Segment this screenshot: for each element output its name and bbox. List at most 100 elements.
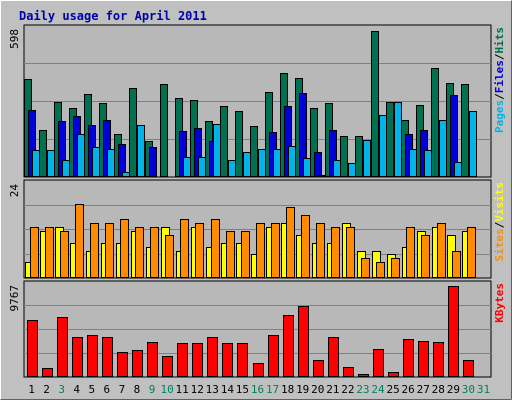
bar-sites-10 — [165, 235, 174, 278]
x-tick-label-29: 29 — [447, 383, 460, 396]
bar-sites-5 — [90, 223, 99, 278]
bar-sites-19 — [301, 215, 310, 278]
bar-kbytes-11 — [177, 343, 188, 377]
bar-sites-6 — [105, 223, 114, 278]
bar-pages-6 — [107, 149, 115, 177]
legend-label-3: / — [493, 53, 506, 60]
bar-kbytes-1 — [27, 320, 38, 377]
x-tick-label-31: 31 — [477, 383, 490, 396]
x-tick-label-13: 13 — [206, 383, 219, 396]
bar-sites-11 — [180, 219, 189, 278]
bar-sites-26 — [406, 227, 415, 278]
bar-kbytes-27 — [418, 341, 429, 377]
x-tick-label-4: 4 — [73, 383, 80, 396]
bar-kbytes-25 — [388, 372, 399, 377]
x-tick-label-20: 20 — [311, 383, 324, 396]
legend-label-2: Visits — [493, 182, 506, 222]
bar-pages-18 — [288, 146, 296, 177]
bar-hits-22 — [340, 136, 348, 177]
bar-hits-16 — [250, 126, 258, 177]
bar-kbytes-9 — [147, 342, 158, 377]
legend-label-2: Files — [493, 60, 506, 93]
bar-kbytes-18 — [283, 315, 294, 377]
bar-hits-30 — [461, 84, 469, 177]
legend-label-1: / — [493, 221, 506, 228]
bar-sites-23 — [361, 258, 370, 278]
x-tick-label-7: 7 — [119, 383, 126, 396]
bar-hits-23 — [355, 136, 363, 177]
bar-hits-24 — [371, 31, 379, 177]
legend-bottom: KBytes — [493, 283, 506, 323]
bar-sites-3 — [60, 231, 69, 278]
bar-sites-7 — [120, 219, 129, 278]
bar-kbytes-6 — [102, 337, 113, 377]
bar-files-9 — [149, 147, 157, 177]
bar-sites-22 — [346, 227, 355, 278]
bar-pages-3 — [62, 160, 70, 177]
bar-kbytes-29 — [448, 286, 459, 377]
bar-sites-18 — [286, 207, 295, 278]
x-tick-label-30: 30 — [462, 383, 475, 396]
bar-pages-4 — [77, 134, 85, 177]
bar-pages-25 — [394, 102, 402, 177]
bar-pages-26 — [409, 149, 417, 177]
bar-pages-28 — [439, 120, 447, 177]
bar-pages-24 — [379, 115, 387, 177]
bar-hits-2 — [39, 130, 47, 177]
bar-kbytes-19 — [298, 306, 309, 377]
bar-kbytes-10 — [162, 356, 173, 377]
bar-kbytes-5 — [87, 335, 98, 377]
bar-pages-14 — [228, 160, 236, 177]
bar-hits-15 — [235, 111, 243, 177]
bar-sites-13 — [211, 219, 220, 278]
x-tick-label-14: 14 — [221, 383, 235, 396]
bar-pages-16 — [258, 149, 266, 177]
bar-kbytes-30 — [463, 360, 474, 377]
bar-pages-12 — [198, 157, 206, 177]
bar-sites-20 — [316, 223, 325, 278]
x-tick-label-21: 21 — [326, 383, 339, 396]
bar-kbytes-16 — [253, 363, 264, 377]
x-tick-label-11: 11 — [176, 383, 189, 396]
bar-kbytes-7 — [117, 352, 128, 377]
bar-kbytes-22 — [343, 367, 354, 377]
bar-hits-25 — [386, 102, 394, 177]
bar-sites-28 — [437, 223, 446, 278]
legend-top: Pages/Files/Hits — [493, 27, 506, 133]
bar-kbytes-17 — [268, 335, 279, 377]
bar-kbytes-14 — [222, 343, 233, 377]
x-tick-label-28: 28 — [432, 383, 445, 396]
x-tick-label-6: 6 — [104, 383, 111, 396]
x-tick-label-12: 12 — [191, 383, 204, 396]
x-tick-label-5: 5 — [88, 383, 95, 396]
legend-label-0: KBytes — [493, 283, 506, 323]
x-tick-label-18: 18 — [281, 383, 294, 396]
bar-pages-23 — [363, 140, 371, 177]
x-tick-label-24: 24 — [371, 383, 385, 396]
bar-sites-17 — [271, 223, 280, 278]
bar-sites-24 — [376, 262, 385, 278]
bar-pages-15 — [243, 152, 251, 177]
x-tick-label-8: 8 — [134, 383, 141, 396]
bar-kbytes-28 — [433, 342, 444, 377]
bar-kbytes-15 — [237, 343, 248, 377]
bar-sites-29 — [452, 251, 461, 278]
bar-hits-28 — [431, 68, 439, 177]
bar-pages-27 — [424, 150, 432, 177]
legend-middle: Sites/Visits — [493, 182, 506, 262]
legend-label-1: / — [493, 93, 506, 100]
bar-sites-25 — [391, 258, 400, 278]
bar-sites-16 — [256, 223, 265, 278]
x-tick-label-25: 25 — [386, 383, 399, 396]
bar-pages-7 — [122, 172, 130, 177]
bar-pages-11 — [183, 157, 191, 177]
bar-pages-21 — [333, 160, 341, 177]
bar-pages-2 — [47, 150, 55, 177]
x-tick-label-10: 10 — [160, 383, 173, 396]
bar-kbytes-13 — [207, 337, 218, 377]
legend-label-4: Hits — [493, 27, 506, 54]
bar-pages-17 — [273, 149, 281, 177]
bar-pages-29 — [454, 162, 462, 177]
